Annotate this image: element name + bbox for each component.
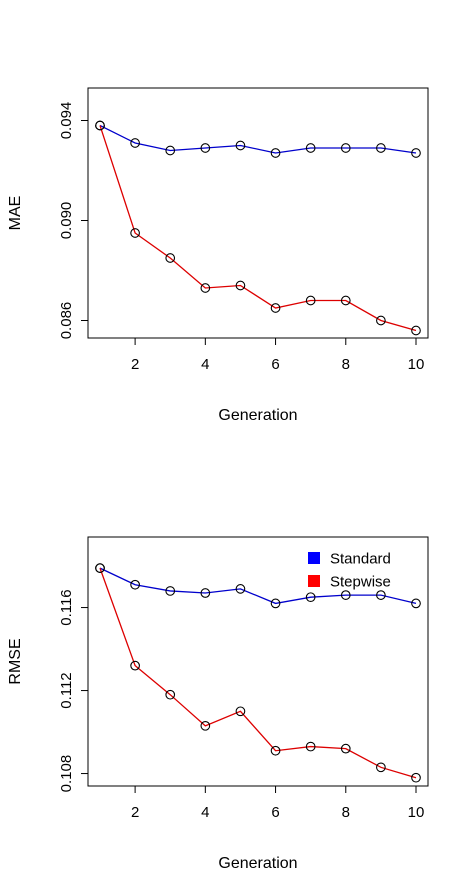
plot-frame — [87, 87, 429, 339]
data-point-standard — [411, 148, 421, 158]
data-point-stepwise — [376, 762, 386, 773]
y-tick-label: 0.112 — [58, 672, 75, 708]
series-line-stepwise — [99, 125, 417, 332]
x-tick-label: 10 — [408, 356, 425, 373]
data-point-standard — [200, 588, 211, 598]
plot-frame — [87, 536, 429, 787]
data-point-standard — [376, 143, 386, 153]
data-point-stepwise — [130, 660, 140, 671]
data-point-standard — [270, 148, 281, 158]
x-tick-label: 2 — [131, 804, 139, 821]
data-point-standard — [305, 592, 316, 603]
data-point-stepwise — [165, 253, 176, 263]
data-point-standard — [165, 586, 176, 596]
data-point-stepwise — [340, 295, 351, 306]
series-line-standard — [99, 567, 417, 605]
x-axis-label: Generation — [218, 407, 297, 424]
data-point-stepwise — [376, 315, 386, 326]
data-point-standard — [340, 590, 351, 600]
x-tick-label: 4 — [201, 356, 209, 373]
y-tick-label: 0.094 — [58, 102, 75, 140]
data-point-standard — [200, 143, 211, 153]
data-point-stepwise — [305, 295, 316, 306]
data-point-standard — [130, 579, 140, 590]
data-point-stepwise — [305, 741, 316, 752]
series-line-stepwise — [99, 567, 417, 779]
legend-label-standard: Standard — [330, 551, 391, 568]
y-tick-label: 0.108 — [58, 755, 75, 793]
data-point-standard — [235, 584, 246, 594]
series-line-standard — [99, 124, 417, 154]
data-point-stepwise — [200, 283, 211, 293]
y-tick-label: 0.090 — [58, 202, 75, 240]
x-tick-label: 6 — [271, 804, 279, 821]
y-axis-label: MAE — [7, 196, 24, 231]
x-tick-label: 8 — [342, 356, 350, 373]
data-point-stepwise — [235, 706, 246, 717]
x-tick-label: 8 — [342, 804, 350, 821]
legend: Standard Stepwise — [308, 551, 391, 591]
data-point-standard — [235, 140, 246, 151]
data-point-stepwise — [130, 228, 140, 238]
data-point-standard — [270, 598, 281, 609]
data-point-stepwise — [200, 720, 211, 731]
data-point-standard — [411, 598, 421, 609]
legend-label-stepwise: Stepwise — [330, 574, 391, 591]
data-point-standard — [340, 143, 351, 153]
data-point-standard — [130, 138, 140, 148]
legend-swatch-standard — [308, 552, 320, 564]
x-tick-label: 6 — [271, 356, 279, 373]
y-tick-label: 0.116 — [58, 589, 75, 625]
data-point-standard — [305, 143, 316, 153]
data-point-stepwise — [270, 745, 281, 756]
x-tick-label: 10 — [408, 804, 425, 821]
y-tick-label: 0.086 — [58, 302, 75, 340]
x-tick-label: 4 — [201, 804, 209, 821]
data-point-standard — [376, 590, 386, 600]
data-point-stepwise — [165, 689, 176, 700]
data-point-standard — [165, 145, 176, 156]
data-point-stepwise — [235, 280, 246, 291]
y-axis-label: RMSE — [7, 638, 24, 684]
data-point-stepwise — [411, 772, 421, 783]
data-point-stepwise — [95, 120, 105, 131]
data-point-stepwise — [340, 743, 351, 754]
chart-panel-1: 2 4 6 8 10 0.086 0.090 0.094 Generation MAE — [7, 87, 429, 424]
x-axis-label: Generation — [218, 855, 297, 872]
data-point-stepwise — [95, 563, 105, 573]
legend-swatch-stepwise — [308, 575, 320, 587]
data-point-stepwise — [270, 303, 281, 313]
data-point-stepwise — [411, 325, 421, 336]
x-tick-label: 2 — [131, 356, 139, 373]
chart-panel-2: 2 4 6 8 10 0.108 0.112 0.116 Generation RMSE Stand… — [7, 536, 429, 872]
